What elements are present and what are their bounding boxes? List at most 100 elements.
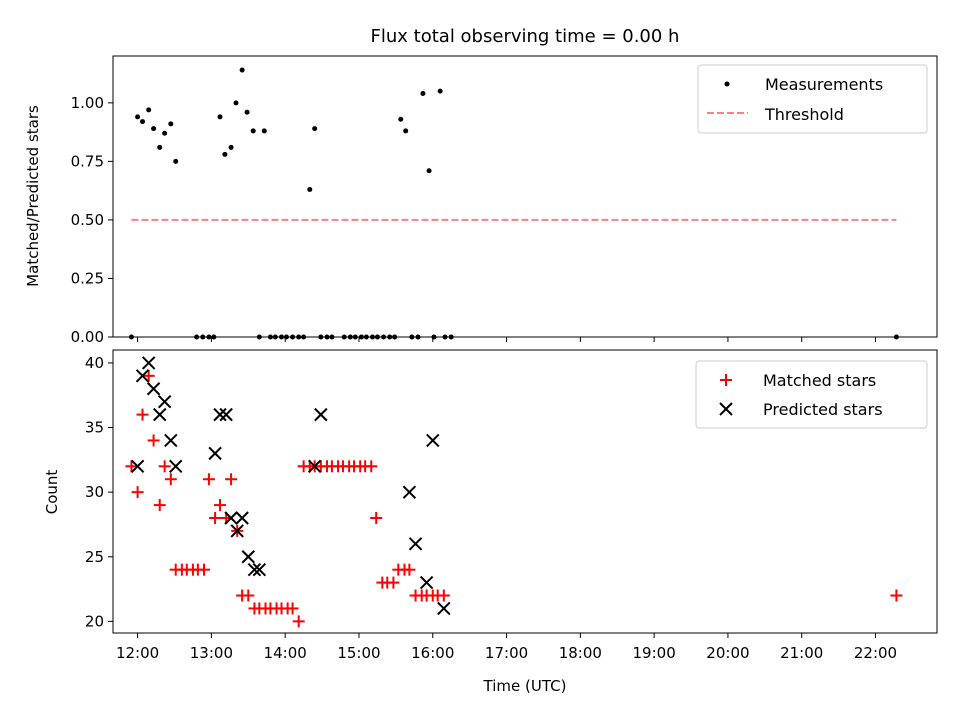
matched-star-point: [136, 408, 149, 421]
matched-star-point: [370, 511, 383, 524]
bottom-x-tick-label: 19:00: [633, 644, 676, 662]
measurement-point: [157, 144, 163, 150]
bottom-x-tick-label: 12:00: [116, 644, 159, 662]
matched-star-point: [286, 602, 299, 615]
measurement-point: [261, 128, 267, 134]
predicted-star-point: [164, 433, 178, 448]
matched-star-point: [242, 589, 255, 602]
bottom-y-axis-label: Count: [43, 470, 61, 515]
predicted-star-point: [408, 537, 423, 551]
top-y-tick-label: 0.25: [71, 269, 104, 287]
predicted-star-point: [169, 459, 183, 474]
matched-star-point: [292, 615, 305, 628]
bottom-y-ticks: 20 25 30 35 40: [85, 354, 113, 630]
figure-title: Flux total observing time = 0.00 h: [371, 26, 680, 47]
matched-star-point: [365, 460, 378, 473]
bottom-plot-area: [125, 356, 903, 628]
predicted-star-point: [235, 511, 249, 525]
matched-star-point: [213, 499, 226, 512]
legend-matched-label: Matched stars: [763, 371, 876, 390]
predicted-star-point: [247, 562, 262, 577]
bottom-legend: Matched stars Predicted stars: [695, 360, 928, 429]
matched-star-point: [147, 434, 160, 447]
matched-star-point: [198, 563, 211, 576]
top-x-ticks: [137, 337, 877, 342]
measurement-point: [151, 126, 157, 132]
legend-threshold-label: Threshold: [764, 105, 844, 124]
bottom-legend-box: [695, 360, 928, 429]
bottom-x-tick-label: 13:00: [190, 644, 233, 662]
matched-star-point: [437, 589, 450, 602]
predicted-star-point: [153, 407, 167, 422]
measurement-point: [398, 116, 404, 122]
bottom-x-tick-label: 16:00: [411, 644, 454, 662]
predicted-star-point: [241, 550, 255, 564]
matched-star-point: [387, 576, 400, 589]
bottom-x-tick-label: 22:00: [854, 644, 897, 662]
matched-star-point: [131, 486, 144, 499]
measurement-point: [140, 119, 146, 125]
predicted-star-point: [437, 601, 451, 616]
matched-star-point: [225, 473, 238, 486]
top-legend-box: [697, 64, 928, 134]
measurement-point: [250, 128, 256, 134]
matched-star-point: [403, 563, 416, 576]
legend-predicted-label: Predicted stars: [763, 400, 883, 419]
bottom-axes-frame: [112, 349, 938, 634]
predicted-star-point: [224, 511, 238, 525]
bottom-x-tick-label: 14:00: [264, 644, 307, 662]
bottom-x-tick-label: 18:00: [559, 644, 602, 662]
predicted-star-point: [213, 407, 227, 422]
measurement-point: [403, 128, 409, 134]
measurement-point: [239, 67, 245, 73]
measurement-point: [135, 114, 141, 120]
top-axes-frame: [112, 55, 938, 338]
matched-star-point: [890, 589, 903, 602]
bottom-x-tick-label: 17:00: [485, 644, 528, 662]
matched-star-point: [158, 460, 171, 473]
predicted-star-point: [402, 485, 417, 499]
top-legend: Measurements Threshold: [697, 64, 928, 134]
predicted-star-point: [157, 394, 172, 409]
predicted-star-point: [426, 433, 440, 448]
measurement-point: [437, 88, 443, 94]
predicted-star-point: [252, 562, 267, 577]
matched-star-point: [153, 499, 166, 512]
top-y-ticks: 0.00 0.25 0.50 0.75 1.00: [71, 94, 113, 346]
predicted-star-point: [314, 407, 328, 422]
matched-star-point: [125, 460, 138, 473]
bottom-x-tick-label: 15:00: [337, 644, 380, 662]
predicted-star-point: [146, 382, 161, 396]
measurement-point: [162, 130, 168, 136]
bottom-y-tick-label: 20: [85, 612, 104, 630]
measurement-point: [228, 144, 234, 150]
predicted-star-point: [130, 459, 145, 474]
bottom-y-tick-label: 25: [85, 548, 104, 566]
measurement-point: [420, 90, 426, 96]
matched-star-point: [209, 511, 222, 524]
top-y-axis-label: Matched/Predicted stars: [24, 105, 42, 287]
matched-star-point: [142, 369, 155, 382]
matched-star-point: [202, 473, 215, 486]
predicted-star-point: [307, 459, 322, 474]
measurement-point: [173, 158, 179, 164]
bottom-x-axis-label: Time (UTC): [483, 677, 567, 695]
predicted-star-point: [141, 356, 156, 370]
legend-matched-marker: [720, 374, 732, 386]
measurement-point: [233, 100, 239, 106]
top-y-tick-label: 0.00: [71, 328, 104, 346]
predicted-star-point: [208, 446, 222, 461]
top-y-tick-label: 0.75: [71, 152, 104, 170]
measurement-point: [146, 107, 152, 113]
bottom-y-tick-label: 30: [85, 483, 104, 501]
top-y-tick-label: 0.50: [71, 211, 104, 229]
matched-star-point: [164, 473, 177, 486]
predicted-star-point: [230, 524, 244, 538]
bottom-panel: 20 25 30 35 40 12:00 13:00 14:00 15:00 16:00 17:0…: [43, 349, 938, 695]
legend-predicted-marker: [719, 402, 733, 416]
top-panel: 0.00 0.25 0.50 0.75 1.00 Matched/Predicted s…: [24, 55, 938, 346]
measurement-point: [217, 114, 223, 120]
bottom-x-tick-label: 20:00: [706, 644, 749, 662]
measurement-point: [426, 168, 432, 174]
